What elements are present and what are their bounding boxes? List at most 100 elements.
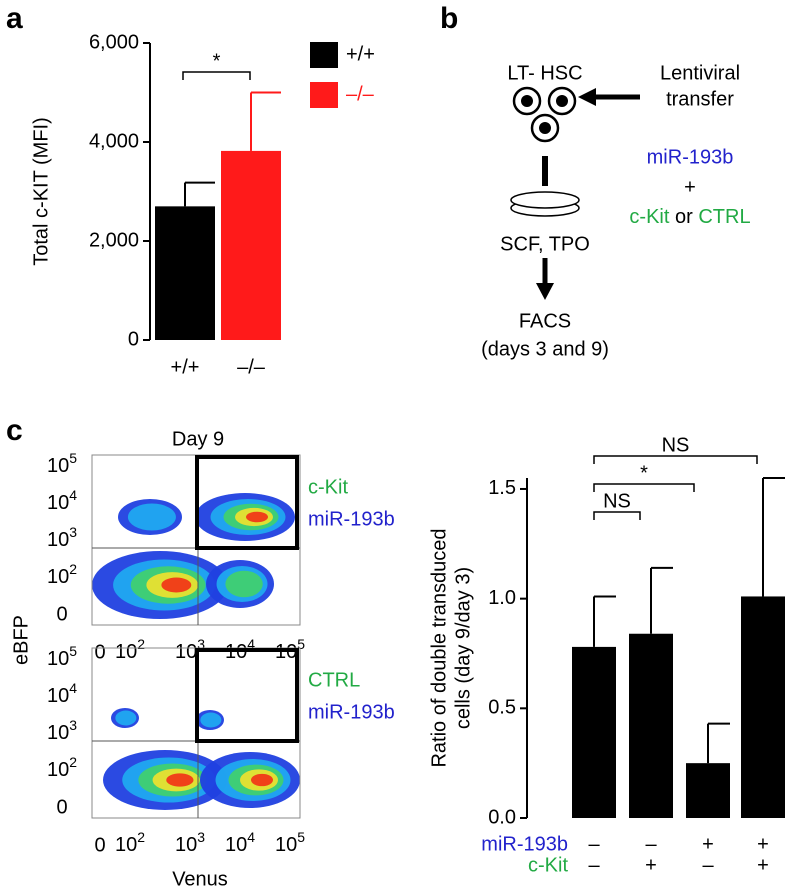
tick-base: 10 xyxy=(47,566,69,588)
density-blob xyxy=(161,577,192,593)
tick-label: 103 xyxy=(47,524,77,552)
tick-label: 0 xyxy=(94,834,105,856)
tick-label: 105 xyxy=(275,636,305,664)
cell-nucleus xyxy=(556,95,568,107)
label: SCF, TPO xyxy=(500,233,590,255)
significance-bracket xyxy=(593,455,758,464)
tick-base: 10 xyxy=(47,648,69,670)
tick-label: 0 xyxy=(94,641,105,663)
tick-base: 10 xyxy=(47,722,69,744)
tick-base: 10 xyxy=(47,492,69,514)
x-tick-label: +/+ xyxy=(171,356,200,378)
row-sign: + xyxy=(757,854,769,876)
tick-base: 10 xyxy=(225,834,247,856)
row-label: c-Kit xyxy=(528,854,568,876)
row-sign: + xyxy=(757,833,769,855)
tick-label: 0 xyxy=(56,603,67,625)
density-blob xyxy=(200,712,222,728)
label: (days 3 and 9) xyxy=(481,338,609,360)
tick-label: 104 xyxy=(47,680,77,708)
bar xyxy=(155,206,215,340)
diagram: LT- HSC Lentiviral transfer miR-193b + c… xyxy=(481,62,751,360)
label: Lentiviral xyxy=(660,62,740,84)
tick-base: 10 xyxy=(47,455,69,477)
significance-label: NS xyxy=(603,490,631,512)
label: c-Kit or CTRL xyxy=(629,206,750,228)
panel-label: c xyxy=(6,414,23,447)
y-axis-label: Total c-KIT (MFI) xyxy=(30,117,52,266)
gate xyxy=(195,648,299,743)
tick-label: 105 xyxy=(47,643,77,671)
annotation: c-Kit xyxy=(308,476,348,498)
bar xyxy=(629,633,673,818)
panel-label: b xyxy=(440,2,458,35)
tick-label: 104 xyxy=(225,829,255,857)
arrow-head xyxy=(536,283,554,300)
annotation: miR-193b xyxy=(308,508,395,530)
tick-label: 102 xyxy=(115,829,145,857)
flow-x-label: Venus xyxy=(172,868,228,890)
tick-exponent: 2 xyxy=(69,561,77,577)
density-blob xyxy=(246,511,268,523)
tick-label: 104 xyxy=(47,487,77,515)
tick-exponent: 2 xyxy=(137,829,145,845)
tick-exponent: 3 xyxy=(197,829,205,845)
tick-label: 103 xyxy=(175,829,205,857)
tick-base: 10 xyxy=(115,834,137,856)
tick-label: 0 xyxy=(56,796,67,818)
tick-exponent: 4 xyxy=(69,487,77,503)
tick-label: 103 xyxy=(47,717,77,745)
annotation: miR-193b xyxy=(308,701,395,723)
y-tick-label: 4,000 xyxy=(89,130,139,152)
tick-base: 10 xyxy=(275,641,297,663)
bar xyxy=(221,150,281,340)
tick-exponent: 3 xyxy=(69,717,77,733)
density-blob xyxy=(225,570,263,598)
density-blob xyxy=(166,773,194,787)
flow-plot xyxy=(91,647,301,819)
tick-exponent: 4 xyxy=(69,680,77,696)
tick-exponent: 5 xyxy=(69,643,77,659)
flow-title: Day 9 xyxy=(172,428,224,450)
density-blob xyxy=(127,503,176,531)
tick-base: 10 xyxy=(175,641,197,663)
tick-exponent: 3 xyxy=(69,524,77,540)
legend-swatch xyxy=(310,42,338,68)
panel-label: a xyxy=(6,2,23,35)
tick-exponent: 2 xyxy=(137,636,145,652)
tick-label: 103 xyxy=(175,636,205,664)
tick-label: 102 xyxy=(47,754,77,782)
tick-exponent: 3 xyxy=(197,636,205,652)
tick-base: 10 xyxy=(275,834,297,856)
y-tick-label: 0 xyxy=(128,328,139,350)
tick-label: 104 xyxy=(225,636,255,664)
y-tick-label: 6,000 xyxy=(89,31,139,53)
tick-exponent: 4 xyxy=(247,829,255,845)
density-blob xyxy=(251,773,273,787)
label: FACS xyxy=(519,310,571,332)
flow-plot xyxy=(91,454,301,626)
tick-exponent: 5 xyxy=(297,636,305,652)
tick-exponent: 2 xyxy=(69,754,77,770)
bar xyxy=(741,596,785,818)
y-axis-label: Ratio of double transduced xyxy=(428,528,450,767)
row-sign: + xyxy=(645,854,657,876)
bar xyxy=(572,646,616,818)
label: CTRL xyxy=(698,206,750,228)
cell-nucleus xyxy=(539,122,551,134)
significance-label: * xyxy=(640,462,648,484)
tick-base: 10 xyxy=(47,529,69,551)
y-tick-label: 0.0 xyxy=(488,806,516,828)
tick-exponent: 5 xyxy=(297,829,305,845)
legend-label: +/+ xyxy=(346,43,375,65)
annotation: CTRL xyxy=(308,669,360,691)
label: c-Kit xyxy=(629,206,669,228)
legend-swatch xyxy=(310,82,338,108)
significance-label: * xyxy=(213,50,221,72)
legend-label: –/– xyxy=(346,83,375,105)
bar xyxy=(686,763,730,818)
dish xyxy=(510,191,580,209)
y-tick-label: 2,000 xyxy=(89,229,139,251)
tick-base: 10 xyxy=(115,641,137,663)
